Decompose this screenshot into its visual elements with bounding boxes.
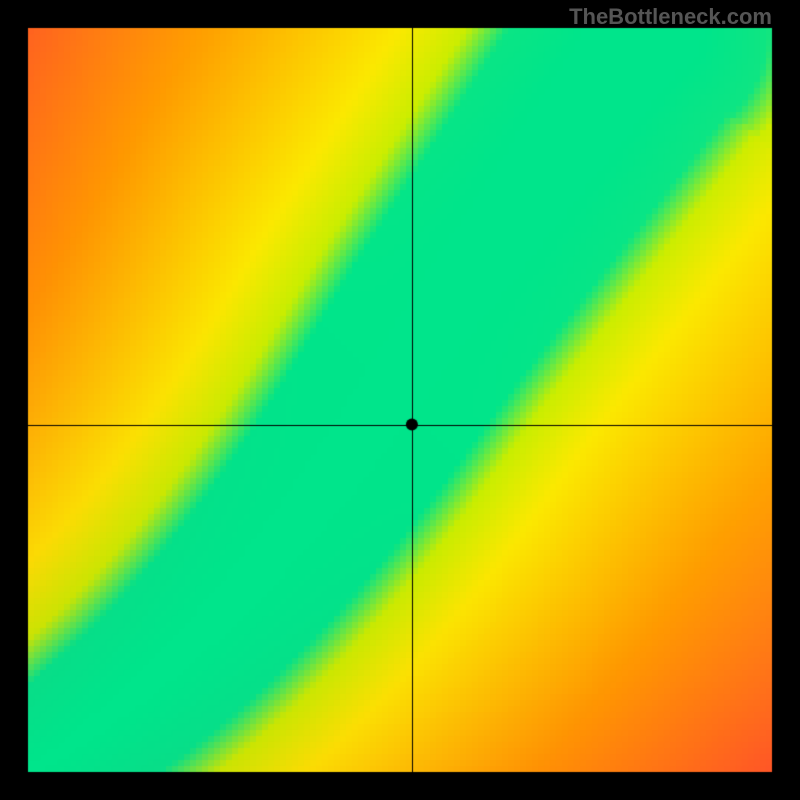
bottleneck-heatmap <box>0 0 800 800</box>
chart-frame: TheBottleneck.com <box>0 0 800 800</box>
watermark-text: TheBottleneck.com <box>569 4 772 30</box>
